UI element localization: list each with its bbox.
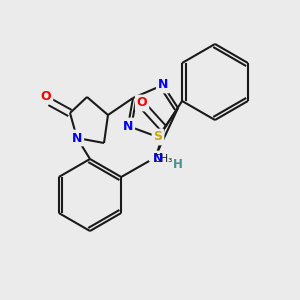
- Text: O: O: [41, 89, 51, 103]
- Text: N: N: [153, 152, 163, 166]
- Text: N: N: [72, 131, 82, 145]
- Text: H: H: [173, 158, 183, 172]
- Text: CH₃: CH₃: [153, 154, 172, 164]
- Text: S: S: [154, 130, 163, 143]
- Text: O: O: [137, 97, 147, 110]
- Text: N: N: [123, 119, 133, 133]
- Text: N: N: [158, 79, 168, 92]
